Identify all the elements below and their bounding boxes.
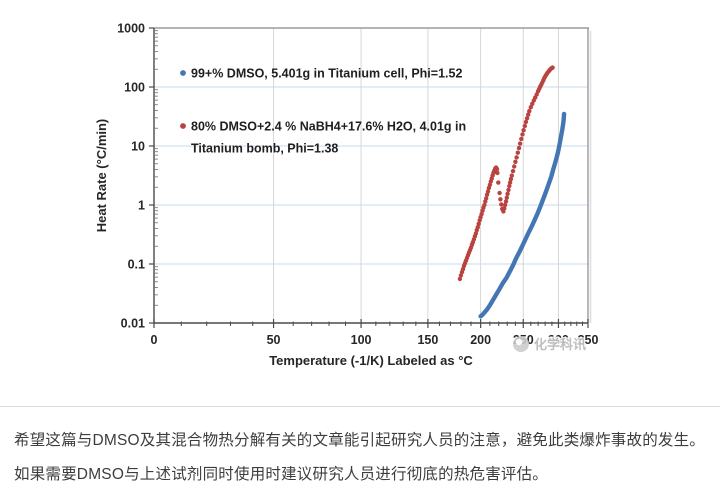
legend-marker <box>180 70 186 76</box>
series-mixture-dot <box>507 183 512 189</box>
series-mixture-dot <box>550 65 555 70</box>
legend-label: 80% DMSO+2.4 % NaBH4+17.6% H2O, 4.01g in <box>191 120 466 134</box>
series-mixture-dot <box>521 128 526 133</box>
x-tick-label: 350 <box>578 333 599 347</box>
y-tick-label: 10 <box>131 140 145 154</box>
series-mixture-dot <box>506 187 511 193</box>
y-tick-label: 100 <box>124 81 145 95</box>
heat-rate-chart-svg: 10001001010.10.01050100150200250300350Te… <box>94 22 599 369</box>
series-mixture-dot <box>496 180 501 185</box>
series-mixture-dot <box>502 202 508 208</box>
series-mixture-dot <box>487 182 493 187</box>
series-mixture-dot <box>524 116 530 121</box>
series-mixture-dot <box>473 231 479 236</box>
series-mixture-dot <box>475 225 480 230</box>
x-tick-label: 100 <box>351 333 372 347</box>
series-mixture-dot <box>520 132 525 137</box>
legend-marker <box>180 123 186 129</box>
series-mixture-dot <box>499 202 504 207</box>
series-mixture-dot <box>527 108 532 114</box>
series-mixture-dot <box>517 141 523 146</box>
x-tick-label: 0 <box>151 333 158 347</box>
x-tick-label: 300 <box>548 333 569 347</box>
series-mixture-dot <box>497 190 502 196</box>
series-mixture-dot <box>508 176 514 182</box>
plot-area <box>154 28 588 323</box>
series-mixture-dot <box>510 168 516 174</box>
chart: 10001001010.10.01050100150200250300350Te… <box>94 22 599 369</box>
y-axis-title: Heat Rate (°C/min) <box>94 119 109 233</box>
series-mixture-dot <box>484 196 489 201</box>
series-mixture-dot <box>515 150 520 155</box>
series-mixture-dot <box>498 197 503 202</box>
series-mixture-dot <box>514 155 519 160</box>
series-mixture-dot <box>523 119 529 125</box>
series-mixture-dot <box>528 105 533 110</box>
y-tick-label: 0.01 <box>121 317 145 331</box>
legend-label: 99+% DMSO, 5.401g in Titanium cell, Phi=… <box>191 67 462 81</box>
y-tick-label: 1000 <box>117 22 145 36</box>
series-mixture-dot <box>479 211 484 217</box>
series-mixture-dot <box>502 206 507 211</box>
caption-paragraph: 希望这篇与DMSO及其混合物热分解有关的文章能引起研究人员的注意，避免此类爆炸事… <box>14 432 706 483</box>
section-divider <box>0 406 720 407</box>
series-mixture-dot <box>494 167 500 172</box>
series-mixture-dot <box>530 101 535 107</box>
series-mixture-dot <box>505 191 510 196</box>
series-mixture-dot <box>526 112 531 117</box>
series-mixture-dot <box>503 199 509 204</box>
x-tick-label: 50 <box>267 333 281 347</box>
series-mixture-dot <box>476 221 481 226</box>
series-mixture-dot <box>457 276 463 282</box>
y-tick-label: 0.1 <box>128 258 145 272</box>
legend-label: Titanium bomb, Phi=1.38 <box>191 142 338 156</box>
series-mixture-dot <box>512 164 517 169</box>
x-tick-label: 150 <box>417 333 438 347</box>
series-mixture-dot <box>485 189 491 194</box>
series-mixture-dot <box>509 173 514 178</box>
series-mixture-dot <box>495 170 500 176</box>
x-tick-label: 200 <box>470 333 491 347</box>
watermark-text: 化学科讯 <box>534 337 586 352</box>
series-mixture-dot <box>516 145 522 151</box>
series-mixture-dot <box>507 180 513 185</box>
series-mixture-dot <box>482 202 487 208</box>
x-axis-title: Temperature (-1/K) Labeled as °C <box>269 353 473 368</box>
series-mixture-dot <box>513 159 518 164</box>
series-mixture-dot <box>504 195 509 200</box>
y-tick-label: 1 <box>138 199 145 213</box>
series-mixture-dot <box>522 123 527 129</box>
watermark-logo-inner <box>515 338 523 346</box>
series-dmso-line <box>478 111 567 319</box>
series-mixture-dot <box>519 136 524 142</box>
